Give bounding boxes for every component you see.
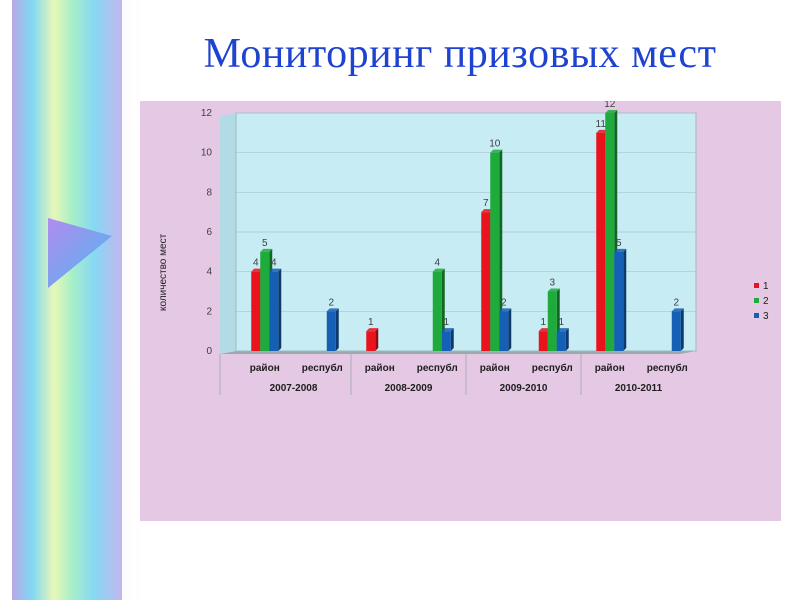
x-category-label: республ <box>302 362 343 374</box>
legend-label: 3 <box>763 311 769 322</box>
legend-swatch <box>754 313 759 318</box>
data-label: 7 <box>483 198 489 209</box>
legend-item: 3 <box>754 311 769 322</box>
bar <box>671 308 684 351</box>
x-group-label: 2008-2009 <box>385 383 433 394</box>
y-tick-label: 2 <box>206 306 212 317</box>
legend-label: 2 <box>763 296 769 307</box>
x-category-label: район <box>595 363 625 374</box>
bar <box>499 308 512 351</box>
data-label: 2 <box>673 297 679 308</box>
triangle-icon <box>48 218 112 288</box>
data-label: 4 <box>434 258 440 269</box>
slide-title: Мониторинг призовых мест <box>203 31 717 77</box>
bar <box>326 308 339 351</box>
data-label: 4 <box>271 258 277 269</box>
bar <box>490 149 503 351</box>
legend-label: 1 <box>763 281 769 292</box>
x-group-label: 2010-2011 <box>615 383 663 394</box>
data-label: 1 <box>443 317 449 328</box>
x-category-label: республ <box>532 362 573 374</box>
bar <box>269 268 282 351</box>
x-category-label: республ <box>417 362 458 374</box>
y-axis-ticks: 0 2 4 6 8 10 12 <box>201 108 213 357</box>
y-axis-label: количество мест <box>158 233 169 311</box>
data-label: 10 <box>489 139 501 150</box>
data-label: 2 <box>501 297 507 308</box>
legend-item: 1 <box>754 281 769 292</box>
data-label: 2 <box>328 297 334 308</box>
y-tick-label: 0 <box>206 346 212 357</box>
data-label: 5 <box>262 238 268 249</box>
legend-swatch <box>754 283 759 288</box>
data-label: 5 <box>616 238 622 249</box>
data-label: 3 <box>549 278 555 289</box>
legend-swatch <box>754 298 759 303</box>
y-tick-label: 8 <box>206 187 212 198</box>
chart-side-wall <box>220 113 236 354</box>
y-tick-label: 4 <box>206 267 212 278</box>
data-label: 11 <box>596 119 607 130</box>
gridlines <box>236 112 696 312</box>
x-category-label: район <box>250 363 280 374</box>
bars <box>251 110 684 351</box>
x-category-label: район <box>365 363 395 374</box>
data-label: 1 <box>540 317 546 328</box>
chart-floor <box>220 351 696 354</box>
y-tick-label: 12 <box>201 108 213 119</box>
bar <box>441 328 454 351</box>
decorative-sidebar <box>0 0 150 600</box>
bar <box>366 328 379 351</box>
y-tick-label: 10 <box>201 148 213 159</box>
data-label: 4 <box>253 258 259 269</box>
x-axis-categories: район республ район республ район республ райо… <box>219 354 688 395</box>
legend-item: 2 <box>754 296 769 307</box>
x-group-label: 2007-2008 <box>270 383 318 394</box>
bar <box>614 248 627 351</box>
bar <box>556 328 569 351</box>
y-tick-label: 6 <box>206 227 212 238</box>
x-group-label: 2009-2010 <box>500 383 548 394</box>
x-category-label: республ <box>647 362 688 374</box>
x-category-label: район <box>480 363 510 374</box>
legend: 1 2 3 <box>754 281 769 322</box>
data-label: 1 <box>368 317 374 328</box>
data-label: 1 <box>558 317 564 328</box>
data-label: 12 <box>604 101 616 110</box>
